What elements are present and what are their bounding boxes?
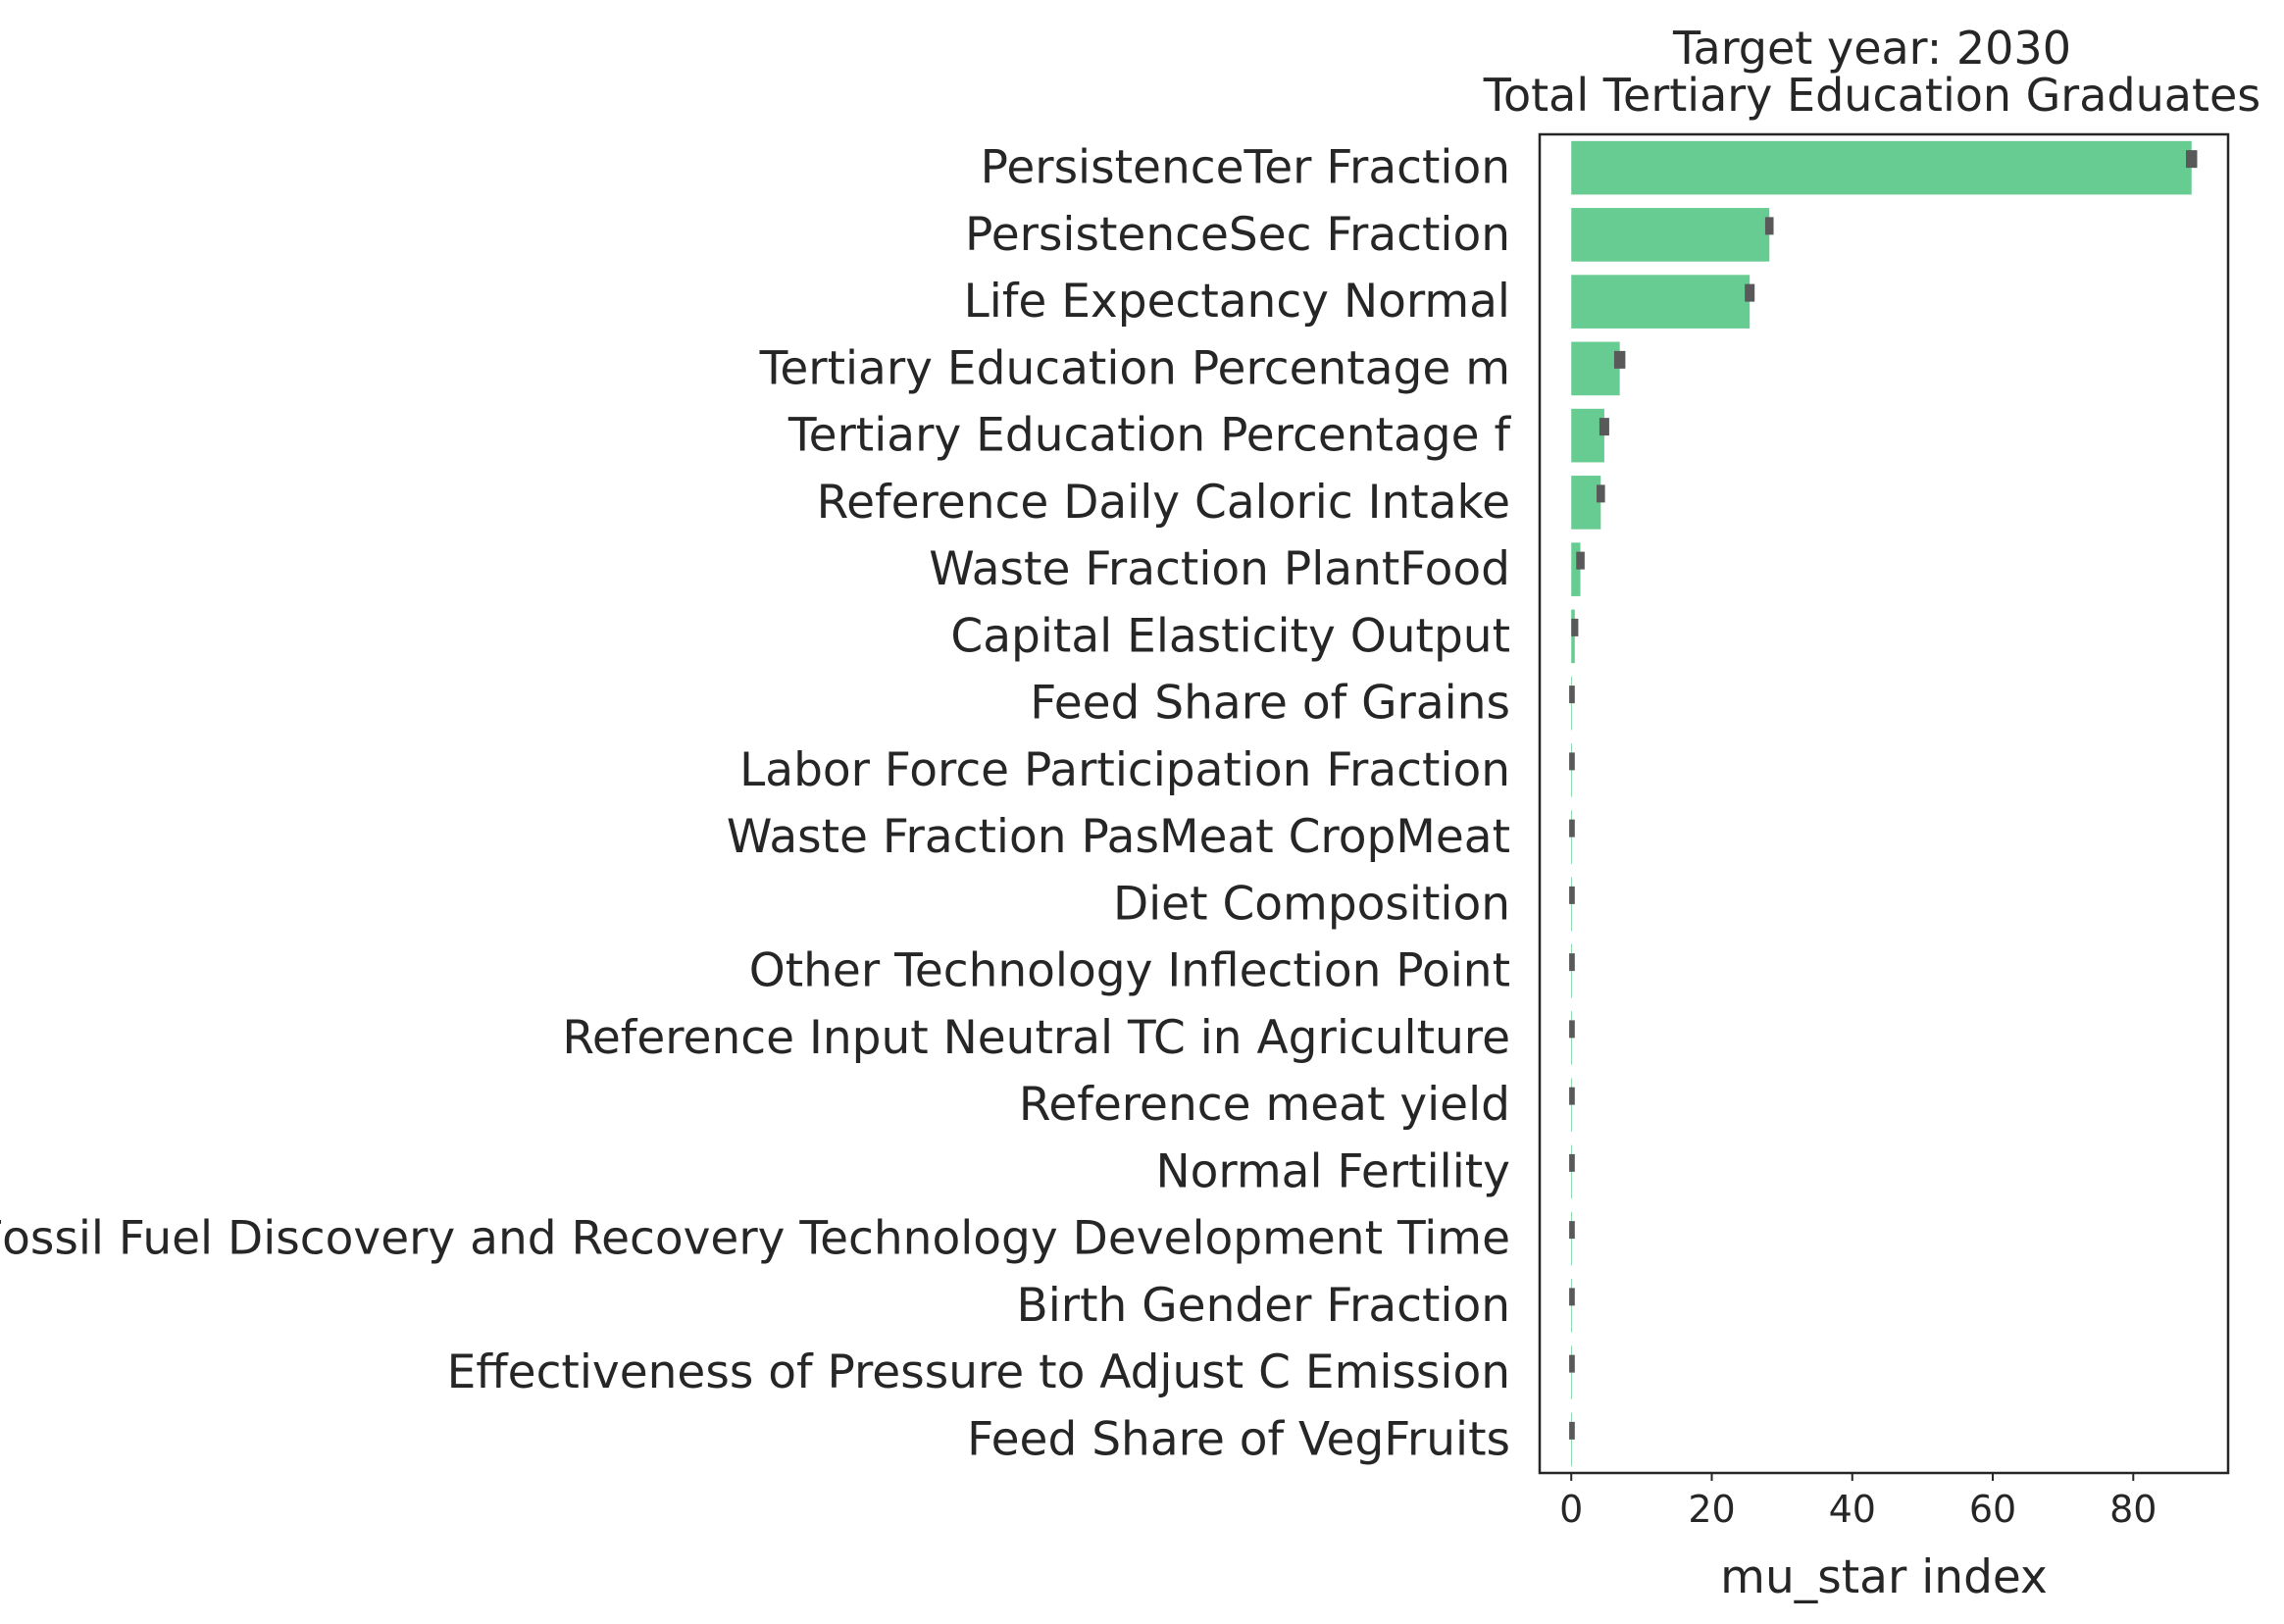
bar [1571,208,1770,262]
bar-group [1571,140,2192,1467]
bar [1571,476,1601,530]
plot-frame [1538,132,2230,1475]
chart-subtitle: Total Tertiary Education Graduates [1483,69,2261,122]
y-tick-label: Birth Gender Fraction [1016,1279,1510,1333]
x-tick-label: 20 [1688,1488,1735,1531]
x-tick-label: 80 [2109,1488,2157,1531]
bar [1571,275,1751,329]
y-tick-label: Feed Share of VegFruits [967,1412,1510,1466]
y-tick-label: Fossil Fuel Discovery and Recovery Techn… [0,1212,1510,1266]
y-tick-labels: PersistenceTer Fraction PersistenceSec Fr… [0,141,1511,1467]
y-tick-label: Tertiary Education Percentage f [787,409,1512,463]
y-tick-label: Effectiveness of Pressure to Adjust C Em… [447,1345,1510,1399]
bar [1571,341,1620,396]
bar [1571,140,2192,195]
y-tick-label: Feed Share of Grains [1030,677,1510,731]
x-tick-label: 40 [1829,1488,1876,1531]
bar [1571,408,1604,463]
error-bar-group [1569,150,2198,1440]
y-tick-label: Waste Fraction PasMeat CropMeat [727,810,1510,864]
y-tick-label: Labor Force Participation Fraction [739,743,1510,797]
y-tick-label: Diet Composition [1113,877,1510,931]
y-tick-label: Normal Fertility [1155,1144,1510,1198]
x-tick-label: 60 [1969,1488,2016,1531]
chart-title: Target year: 2030 [1672,22,2071,75]
x-axis-ticks: 0 20 40 60 80 [1559,1473,2157,1531]
y-tick-label: Reference Daily Caloric Intake [817,476,1510,530]
x-axis-label: mu_star index [1720,1550,2048,1604]
x-tick-label: 0 [1559,1488,1583,1531]
y-tick-label: Reference Input Neutral TC in Agricultur… [562,1011,1510,1065]
y-tick-label: PersistenceTer Fraction [981,141,1510,195]
bar [1571,542,1581,596]
y-tick-label: Waste Fraction PlantFood [929,542,1510,596]
y-tick-label: Other Technology Inflection Point [749,944,1510,998]
y-tick-label: Life Expectancy Normal [964,275,1510,329]
y-tick-label: Capital Elasticity Output [950,609,1510,663]
y-tick-label: Tertiary Education Percentage m [759,341,1510,395]
y-tick-label: Reference meat yield [1019,1078,1510,1132]
y-tick-label: PersistenceSec Fraction [965,208,1510,262]
